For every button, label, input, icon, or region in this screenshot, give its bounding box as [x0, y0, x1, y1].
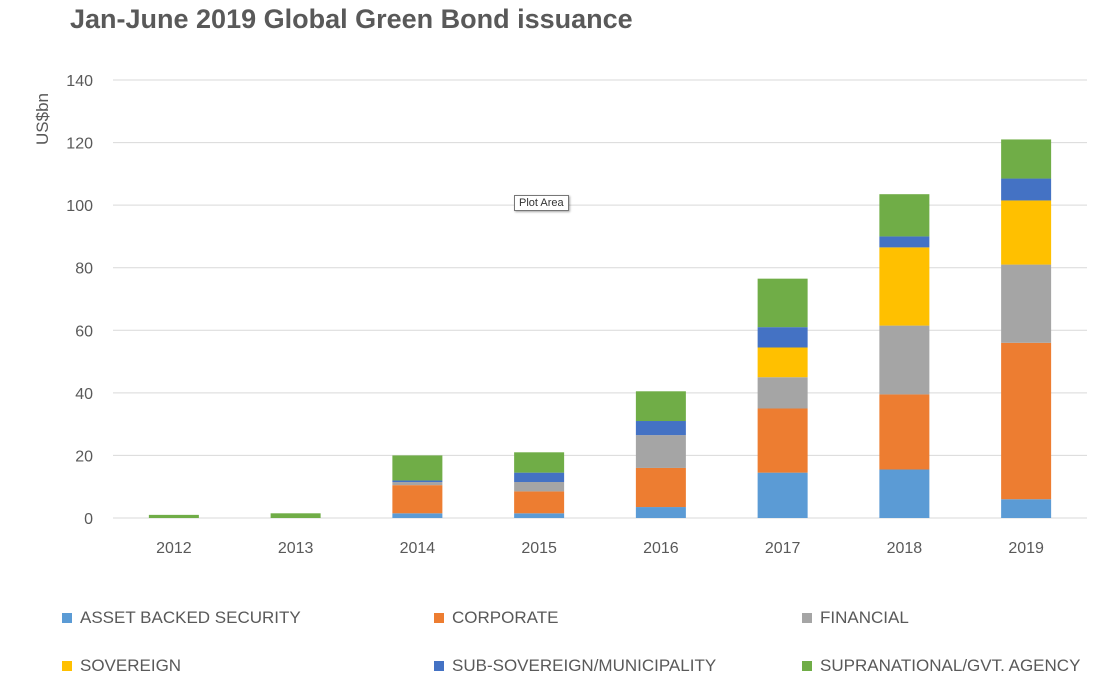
bar-segment[interactable]	[757, 472, 808, 518]
legend-label: ASSET BACKED SECURITY	[80, 608, 301, 627]
legend-label: SUPRANATIONAL/GVT. AGENCY	[820, 656, 1081, 675]
bar-segment[interactable]	[757, 377, 808, 409]
legend-swatch	[434, 613, 444, 623]
bar-segment[interactable]	[635, 391, 686, 422]
y-tick-label: 80	[75, 261, 93, 278]
legend-item: ASSET BACKED SECURITY	[62, 608, 301, 628]
y-tick-label: 120	[66, 136, 93, 153]
x-tick-label: 2013	[278, 540, 314, 557]
y-tick-label: 40	[75, 386, 93, 403]
x-tick-label: 2017	[765, 540, 801, 557]
bar-segment[interactable]	[514, 482, 565, 492]
bar-segment[interactable]	[635, 421, 686, 436]
bar-segment[interactable]	[392, 455, 443, 481]
bar-segment[interactable]	[635, 467, 686, 508]
bar-segment[interactable]	[148, 514, 199, 518]
x-axis-ticks: 2012 2013 2014 2015 2016 2017 2018 2019	[156, 540, 1044, 557]
bar-segment[interactable]	[879, 469, 930, 518]
bar-segment[interactable]	[635, 507, 686, 518]
legend-swatch	[802, 613, 812, 623]
legend-swatch	[434, 661, 444, 671]
bar-segment[interactable]	[757, 408, 808, 473]
bar-segment[interactable]	[1001, 178, 1052, 201]
bar-segment[interactable]	[514, 491, 565, 514]
bar-segment[interactable]	[514, 452, 565, 473]
bar-segment[interactable]	[1001, 139, 1052, 179]
legend-swatch	[62, 661, 72, 671]
bar-segment[interactable]	[879, 394, 930, 470]
x-tick-label: 2016	[643, 540, 679, 557]
plot-area-tooltip: Plot Area	[514, 195, 569, 211]
bar-segment[interactable]	[392, 482, 443, 486]
y-axis-label: US$bn	[33, 93, 52, 145]
bar-segment[interactable]	[1001, 200, 1052, 265]
x-tick-label: 2014	[400, 540, 436, 557]
chart-legend: ASSET BACKED SECURITY CORPORATE FINANCIAL S…	[0, 600, 1109, 690]
bar-segment[interactable]	[879, 194, 930, 237]
legend-swatch	[802, 661, 812, 671]
bar-segment[interactable]	[757, 327, 808, 348]
x-tick-label: 2012	[156, 540, 192, 557]
chart-title: Jan-June 2019 Global Green Bond issuance	[70, 4, 633, 34]
bars	[148, 139, 1052, 518]
legend-item: FINANCIAL	[802, 608, 909, 628]
x-tick-label: 2019	[1008, 540, 1044, 557]
legend-label: CORPORATE	[452, 608, 559, 627]
bar-segment[interactable]	[392, 513, 443, 518]
bar-segment[interactable]	[879, 247, 930, 326]
y-axis-ticks: 0 20 40 60 80 100 120 140	[66, 73, 93, 528]
bar-segment[interactable]	[635, 435, 686, 468]
y-tick-label: 20	[75, 448, 93, 465]
legend-item: SUPRANATIONAL/GVT. AGENCY	[802, 656, 1080, 676]
bar-segment[interactable]	[879, 325, 930, 395]
bar-segment[interactable]	[1001, 499, 1052, 518]
bar-segment[interactable]	[879, 236, 930, 248]
y-tick-label: 100	[66, 198, 93, 215]
legend-swatch	[62, 613, 72, 623]
y-tick-label: 60	[75, 323, 93, 340]
bar-segment[interactable]	[1001, 342, 1052, 500]
bar-segment[interactable]	[514, 472, 565, 483]
bar-segment[interactable]	[514, 513, 565, 518]
legend-label: FINANCIAL	[820, 608, 909, 627]
bar-segment[interactable]	[1001, 264, 1052, 343]
y-tick-label: 0	[84, 511, 93, 528]
legend-item: SOVEREIGN	[62, 656, 181, 676]
legend-item: CORPORATE	[434, 608, 558, 628]
legend-label: SOVEREIGN	[80, 656, 182, 675]
bar-segment[interactable]	[392, 485, 443, 514]
x-tick-label: 2015	[521, 540, 557, 557]
bar-segment[interactable]	[392, 480, 443, 483]
x-tick-label: 2018	[887, 540, 923, 557]
bar-segment[interactable]	[757, 347, 808, 378]
legend-label: SUB-SOVEREIGN/MUNICIPALITY	[452, 656, 717, 675]
gridlines	[113, 79, 1087, 519]
y-tick-label: 140	[66, 73, 93, 90]
bar-segment[interactable]	[757, 278, 808, 328]
legend-item: SUB-SOVEREIGN/MUNICIPALITY	[434, 656, 716, 676]
bar-segment[interactable]	[270, 513, 321, 518]
